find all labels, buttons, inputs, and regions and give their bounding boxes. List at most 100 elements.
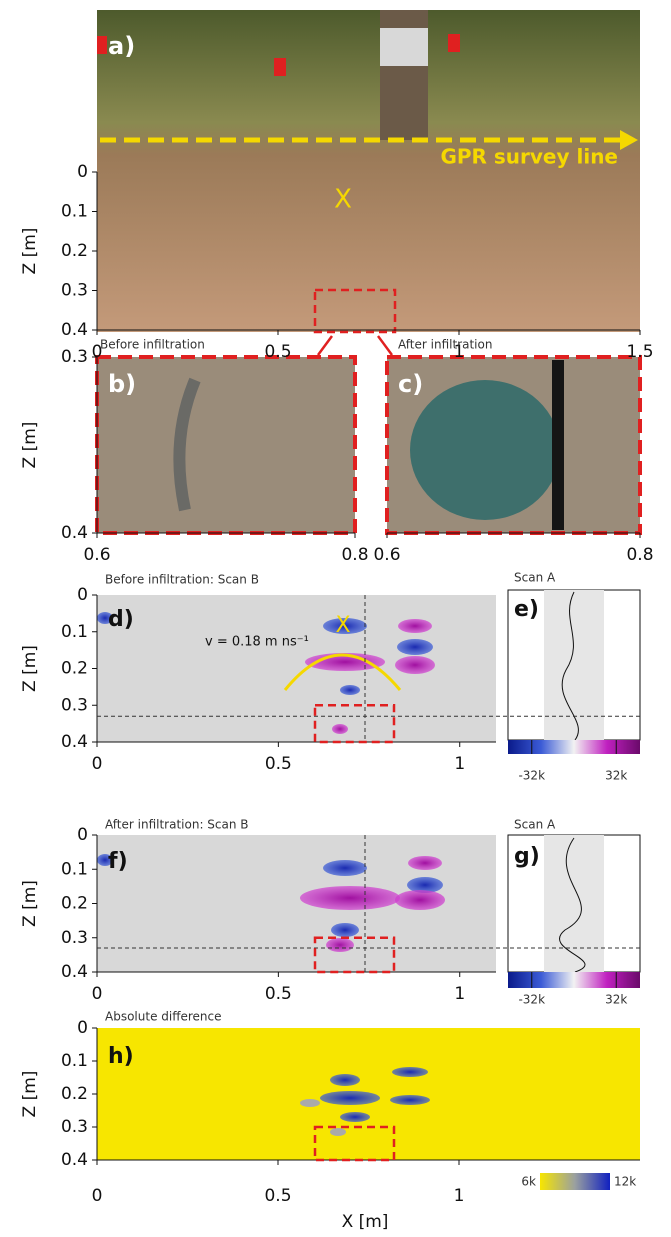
root [173,377,201,512]
roi-box [313,936,396,974]
reflection [407,877,443,893]
reflection [326,938,354,952]
x-tick-label: 1 [454,1186,465,1206]
reflection [392,1067,428,1077]
z-tick-label: 0.4 [61,962,88,982]
arrow [376,335,394,356]
z-axis-label: Z [m] [20,645,40,692]
reflection [331,923,359,937]
trace-band [544,835,604,972]
marker: X [334,185,352,215]
reflection [320,1091,380,1105]
z-tick-label: 0.1 [61,859,88,879]
reflection [330,1074,360,1086]
panel-label: e) [514,597,539,622]
x-tick-label: 0.8 [341,545,368,565]
z-tick-label: 0 [77,162,88,182]
survey-label: GPR survey line [440,145,618,169]
colorbar [508,740,640,754]
x-tick-label: 1 [454,984,465,1004]
z-tick-label: 0.2 [61,241,88,261]
panel-label: d) [108,607,134,632]
x-tick-label: 0.5 [265,754,292,774]
reflection [397,639,433,655]
z-tick-label: 0.1 [61,622,88,642]
reflection [97,854,113,866]
x-tick-label: 1 [454,754,465,774]
panel-title: Scan A [514,818,556,832]
z-tick-label: 0.4 [61,320,88,340]
trace [559,837,586,973]
z-tick-label: 0.4 [61,523,88,543]
probe [552,360,564,530]
panel-label: c) [398,370,423,398]
colorbar-tick-label: 6k [521,1175,536,1189]
z-axis-label: Z [m] [20,422,40,469]
z-axis-label: Z [m] [20,1071,40,1118]
z-tick-label: 0.4 [61,732,88,752]
dye-stain [410,380,560,520]
z-tick-label: 0 [77,1018,88,1038]
z-tick-label: 0.3 [61,347,88,367]
panel-title: Before infiltration: Scan B [105,573,259,587]
colorbar-tick-label: 32k [605,769,627,783]
roi-box [313,704,396,744]
z-tick-label: 0 [77,825,88,845]
panel-label: g) [514,844,540,869]
x-tick-label: 0 [92,342,103,362]
hyperbola [283,653,402,691]
x-axis-label: X [m] [342,1212,389,1232]
reflection [395,656,435,674]
colorbar [508,972,640,988]
x-tick-label: 0.6 [373,545,400,565]
panel-title: After infiltration: Scan B [105,818,249,832]
panel-title: Absolute difference [105,1010,222,1024]
z-tick-label: 0.3 [61,928,88,948]
z-tick-label: 0.4 [61,1150,88,1170]
x-tick-label: 0.5 [264,342,291,362]
x-tick-label: 1.5 [626,342,653,362]
x-tick-label: 0 [92,984,103,1004]
reflection [340,685,360,695]
panel-title: After infiltration [398,338,492,352]
colorbar-tick-label: -32k [518,769,545,783]
panel-title: Scan A [514,571,556,585]
z-tick-label: 0 [77,585,88,605]
radargram [97,595,496,742]
z-tick-label: 0.2 [61,659,88,679]
panel-label: b) [108,370,136,398]
flag [274,58,286,76]
x-tick-label: 0.5 [264,1186,291,1206]
reflection [395,890,445,910]
reflection [323,618,367,634]
marker: X [335,613,350,638]
photo-before [95,355,357,535]
reflection [323,860,367,876]
flag [97,36,107,54]
colorbar-tick-label: -32k [518,993,545,1007]
reflection [330,1128,346,1136]
reflection [390,1095,430,1105]
reflection [408,856,442,870]
panel-title: Before infiltration [100,338,205,352]
panel-label: h) [108,1044,134,1069]
trace-band [544,590,604,740]
z-tick-label: 0.1 [61,1051,88,1071]
x-tick-label: 0.8 [626,545,653,565]
arrow [316,335,334,356]
z-axis-label: Z [m] [20,228,40,275]
z-tick-label: 0.3 [61,1117,88,1137]
colorbar [540,1173,610,1190]
panel-label: a) [108,32,135,60]
reflection [97,612,113,624]
flag [448,34,460,52]
roi-box [313,1125,396,1162]
x-tick-label: 0 [92,754,103,774]
colorbar-tick-label: 32k [605,993,627,1007]
z-tick-label: 0.1 [61,202,88,222]
z-axis-label: Z [m] [20,880,40,927]
velocity: v = 0.18 m ns⁻¹ [205,635,309,650]
x-tick-label: 0 [92,1186,103,1206]
reflection [300,1099,320,1107]
